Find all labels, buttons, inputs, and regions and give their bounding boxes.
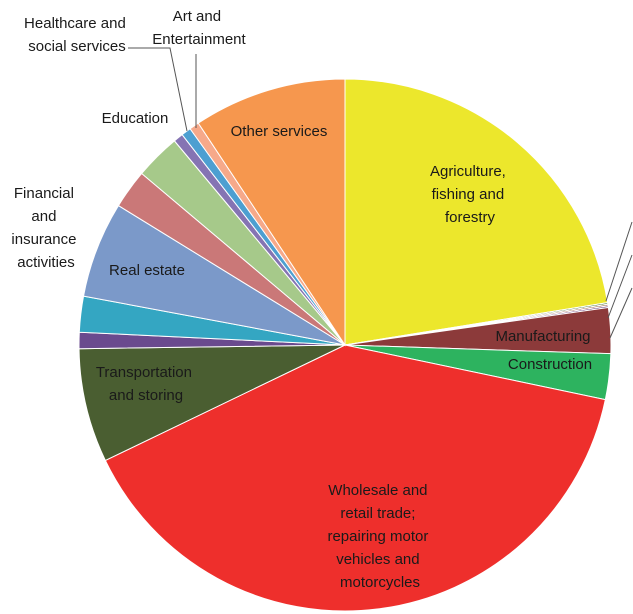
pie-slice-6	[104, 344, 606, 612]
pie-slice-0	[344, 78, 609, 346]
pie-slices	[78, 78, 612, 612]
leader-line-water	[609, 287, 633, 339]
leader-line-healthcare	[128, 47, 188, 132]
leader-lines	[128, 47, 633, 339]
label-manufacturing: Manufacturing	[495, 328, 590, 345]
pie-slice-7	[78, 344, 346, 462]
label-agriculture: Agriculture, fishing and forestry	[430, 163, 510, 226]
label-real-estate: Real estate	[109, 262, 185, 279]
leader-line-electricity	[607, 254, 633, 319]
label-other-services: Other services	[231, 123, 328, 140]
pie-slice-16	[197, 78, 346, 347]
label-construction: Construction	[508, 356, 592, 373]
label-art-entertainment: Art and Entertainment	[152, 8, 246, 48]
leader-line-mining	[605, 221, 633, 302]
label-transportation: Transportation and storing	[96, 364, 196, 404]
label-wholesale: Wholesale and retail trade; repairing mo…	[327, 482, 432, 591]
label-financial: Financial and insurance activities	[11, 185, 80, 271]
label-healthcare: Healthcare and social services	[24, 15, 130, 55]
label-education: Education	[102, 110, 169, 127]
